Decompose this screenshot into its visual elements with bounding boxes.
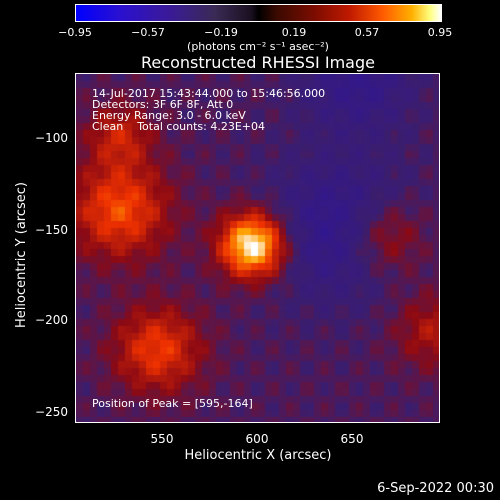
info-time-range: 14-Jul-2017 15:43:44.000 to 15:46:56.000 (92, 87, 326, 100)
y-tick-label: −250 (35, 405, 68, 419)
colorbar-tick: 0.95 (427, 26, 453, 39)
x-tick-label: 550 (150, 432, 174, 446)
info-counts: Clean Total counts: 4.23E+04 (92, 120, 266, 133)
y-tick-label: −200 (35, 313, 68, 327)
x-tick-label: 650 (340, 432, 364, 446)
colorbar-tick: 0.19 (281, 26, 307, 39)
info-energy-range: Energy Range: 3.0 - 6.0 keV (92, 109, 246, 122)
heatmap-image (76, 74, 439, 422)
render-timestamp: 6-Sep-2022 00:30 (377, 481, 494, 496)
x-axis-label: Heliocentric X (arcsec) (184, 448, 332, 463)
y-tick-label: −150 (35, 223, 68, 237)
chart-title: Reconstructed RHESSI Image (141, 53, 375, 72)
heatmap-plot: 14-Jul-2017 15:43:44.000 to 15:46:56.000… (75, 73, 440, 423)
info-peak-position: Position of Peak = [595,-164] (92, 397, 253, 410)
colorbar-tick: −0.19 (204, 26, 238, 39)
info-detectors: Detectors: 3F 6F 8F, Att 0 (92, 98, 234, 111)
colorbar (75, 4, 442, 22)
y-tick-label: −100 (35, 131, 68, 145)
colorbar-unit: (photons cm⁻² s⁻¹ asec⁻²) (187, 40, 329, 53)
y-axis-label: Heliocentric Y (arcsec) (14, 182, 29, 328)
colorbar-tick: −0.95 (58, 26, 92, 39)
colorbar-tick: 0.57 (354, 26, 380, 39)
colorbar-tick: −0.57 (131, 26, 165, 39)
x-tick-label: 600 (245, 432, 269, 446)
